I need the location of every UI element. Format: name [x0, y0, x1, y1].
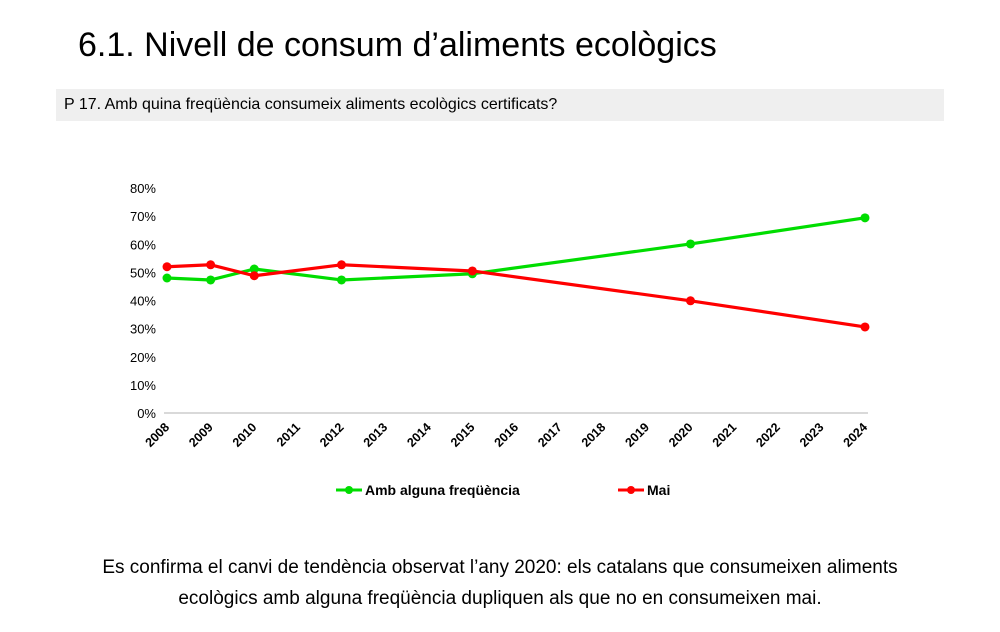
data-point	[467, 266, 477, 276]
x-tick-label: 2013	[361, 420, 391, 450]
legend-marker	[345, 486, 353, 494]
legend-label: Amb alguna freqüència	[365, 482, 520, 498]
data-point	[206, 260, 216, 270]
y-tick-label: 80%	[130, 181, 156, 196]
question-banner: P 17. Amb quina freqüència consumeix ali…	[56, 89, 944, 121]
series-mai	[162, 260, 870, 332]
x-tick-label: 2015	[448, 420, 478, 450]
x-tick-label: 2020	[666, 420, 696, 450]
line-chart: 0%10%20%30%40%50%60%70%80% 2008 2009 2010 2…	[130, 181, 871, 498]
conclusion-line-1: Es confirma el canvi de tendència observ…	[102, 557, 898, 578]
data-point	[686, 296, 695, 306]
page-title: 6.1. Nivell de consum d’aliments ecològi…	[78, 26, 717, 64]
series-amb-alguna-frequencia	[162, 213, 870, 285]
x-tick-label: 2023	[797, 420, 827, 450]
x-tick-label: 2019	[622, 420, 652, 450]
conclusion-line-2: ecològics amb alguna freqüència duplique…	[178, 588, 822, 609]
data-point	[686, 239, 695, 249]
data-point	[206, 275, 216, 285]
y-tick-label: 70%	[130, 209, 156, 224]
conclusion-text: Es confirma el canvi de tendència observ…	[40, 552, 960, 614]
y-tick-label: 0%	[137, 406, 156, 421]
x-tick-label: 2011	[274, 420, 303, 449]
y-tick-label: 10%	[130, 378, 156, 393]
x-tick-label: 2018	[579, 420, 609, 450]
x-tick-label: 2022	[753, 420, 783, 450]
x-tick-label: 2014	[404, 420, 434, 450]
y-axis: 0% 10% 20% 30% 40% 50% 60% 70% 80%	[130, 181, 156, 421]
x-axis: 2008 2009 2010 2011 2012 2013 2014 2015 2016 2017…	[143, 412, 871, 450]
x-tick-label: 2016	[492, 420, 522, 450]
legend-label: Mai	[647, 482, 670, 498]
data-point	[860, 213, 870, 223]
legend: Amb alguna freqüència Mai	[336, 482, 670, 498]
y-tick-label: 40%	[130, 294, 156, 309]
x-tick-label: 2010	[230, 420, 260, 450]
question-text: P 17. Amb quina freqüència consumeix ali…	[64, 96, 558, 113]
legend-marker	[627, 486, 635, 494]
series-group	[162, 213, 870, 332]
data-point	[337, 260, 346, 270]
series-line	[166, 263, 866, 329]
y-tick-label: 60%	[130, 237, 156, 252]
y-tick-label: 20%	[130, 350, 156, 365]
x-tick-label: 2008	[143, 420, 173, 450]
y-tick-label: 30%	[130, 322, 156, 337]
data-point	[162, 262, 172, 272]
x-tick-label: 2017	[535, 420, 565, 450]
series-line	[166, 216, 866, 282]
y-tick-label: 50%	[130, 265, 156, 280]
legend-item: Amb alguna freqüència	[336, 482, 520, 498]
data-point	[860, 322, 870, 332]
data-point	[162, 273, 172, 283]
data-point	[249, 271, 259, 281]
data-point	[337, 275, 346, 285]
x-tick-label: 2021	[710, 420, 740, 450]
x-tick-label: 2012	[317, 420, 347, 450]
x-tick-label: 2024	[841, 420, 871, 450]
data-point	[249, 264, 259, 274]
x-tick-label: 2009	[186, 420, 216, 450]
legend-item: Mai	[618, 482, 670, 498]
